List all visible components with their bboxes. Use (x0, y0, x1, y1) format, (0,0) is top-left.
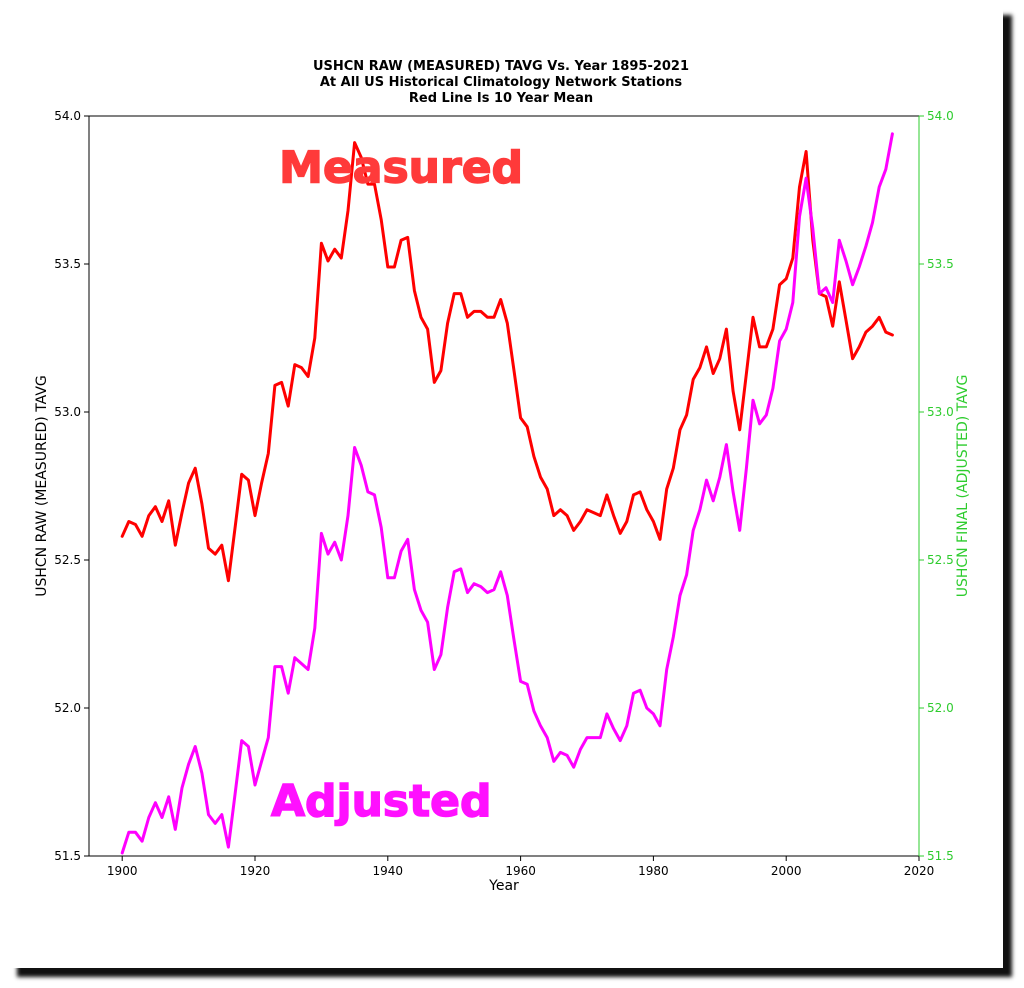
x-tick-label: 1900 (107, 864, 138, 878)
x-tick-label: 1940 (373, 864, 404, 878)
x-axis-label: Year (488, 878, 519, 894)
series-lines (120, 132, 894, 855)
right-y-axis: 51.5 52.0 52.5 53.0 53.5 54.0 (919, 109, 954, 863)
left-y-tick-label: 52.0 (54, 701, 81, 715)
right-y-tick-label: 52.5 (927, 553, 954, 567)
right-y-tick-label: 52.0 (927, 701, 954, 715)
chart-title-line-1: USHCN RAW (MEASURED) TAVG Vs. Year 1895-… (313, 59, 689, 74)
x-tick-label: 2000 (771, 864, 802, 878)
left-y-tick-label: 54.0 (54, 109, 81, 123)
right-y-tick-label: 54.0 (927, 109, 954, 123)
right-y-axis-label: USHCN FINAL (ADJUSTED) TAVG (955, 375, 971, 598)
chart-title-line-3: Red Line Is 10 Year Mean (409, 91, 593, 106)
plot-area (88, 115, 920, 857)
measured-annotation: Measured (279, 142, 523, 193)
line-chart: USHCN RAW (MEASURED) TAVG Vs. Year 1895-… (34, 59, 971, 894)
chart-title-line-2: At All US Historical Climatology Network… (320, 75, 683, 90)
left-y-axis: 51.5 52.0 52.5 53.0 53.5 54.0 (54, 109, 89, 863)
left-y-tick-label: 53.5 (54, 257, 81, 271)
x-tick-label: 2020 (904, 864, 935, 878)
x-tick-label: 1980 (638, 864, 669, 878)
right-y-tick-label: 53.0 (927, 405, 954, 419)
x-tick-label: 1960 (505, 864, 536, 878)
chart-title: USHCN RAW (MEASURED) TAVG Vs. Year 1895-… (313, 59, 689, 106)
adjusted-series-line (120, 132, 894, 855)
left-y-tick-label: 52.5 (54, 553, 81, 567)
chart-frame: USHCN RAW (MEASURED) TAVG Vs. Year 1895-… (8, 6, 1003, 968)
adjusted-annotation: Adjusted (271, 776, 492, 827)
left-y-axis-label: USHCN RAW (MEASURED) TAVG (34, 375, 50, 597)
measured-series-line (120, 141, 894, 583)
right-y-tick-label: 53.5 (927, 257, 954, 271)
left-y-tick-label: 51.5 (54, 849, 81, 863)
left-y-tick-label: 53.0 (54, 405, 81, 419)
x-tick-label: 1920 (240, 864, 271, 878)
x-axis: 1900 1920 1940 1960 1980 2000 2020 (107, 856, 934, 878)
right-y-tick-label: 51.5 (927, 849, 954, 863)
